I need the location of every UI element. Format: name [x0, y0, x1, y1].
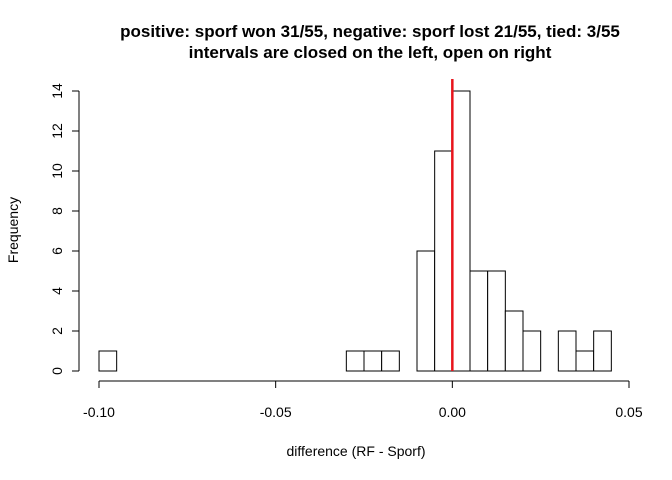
- histogram-bar: [98, 350, 118, 372]
- histogram-bar: [469, 270, 489, 372]
- y-tick-label: 4: [49, 287, 65, 295]
- histogram-bar: [451, 90, 471, 372]
- x-tick-label: -0.10: [83, 404, 115, 420]
- bars-layer: [98, 90, 612, 372]
- y-tick-label: 10: [49, 163, 65, 179]
- histogram-bar: [434, 150, 453, 372]
- y-axis: 0 2 4 6 8 10 12 14: [49, 83, 80, 375]
- histogram-bar: [487, 270, 506, 372]
- y-tick-label: 0: [49, 367, 65, 375]
- histogram-bar: [381, 350, 400, 372]
- x-axis: -0.10 -0.05 0.00 0.05: [83, 380, 643, 420]
- histogram-bar: [345, 350, 365, 372]
- histogram-bar: [557, 330, 577, 372]
- y-tick-label: 14: [49, 83, 65, 99]
- y-tick-label: 2: [49, 327, 65, 335]
- x-tick-label: -0.05: [260, 404, 292, 420]
- y-tick-label: 8: [49, 207, 65, 215]
- y-axis-label: Frequency: [5, 197, 21, 263]
- histogram-bar: [522, 330, 542, 372]
- histogram-bar: [416, 250, 436, 372]
- chart-title: positive: sporf won 31/55, negative: spo…: [120, 22, 620, 41]
- histogram-bar: [363, 350, 383, 372]
- x-tick-label: 0.00: [439, 404, 466, 420]
- histogram-bar: [575, 350, 595, 372]
- x-axis-label: difference (RF - Sporf): [286, 443, 425, 459]
- histogram-bar: [504, 310, 524, 372]
- histogram-bar: [593, 330, 612, 372]
- x-tick-label: 0.05: [615, 404, 642, 420]
- chart-subtitle: intervals are closed on the left, open o…: [189, 43, 552, 62]
- y-tick-label: 6: [49, 247, 65, 255]
- y-tick-label: 12: [49, 123, 65, 139]
